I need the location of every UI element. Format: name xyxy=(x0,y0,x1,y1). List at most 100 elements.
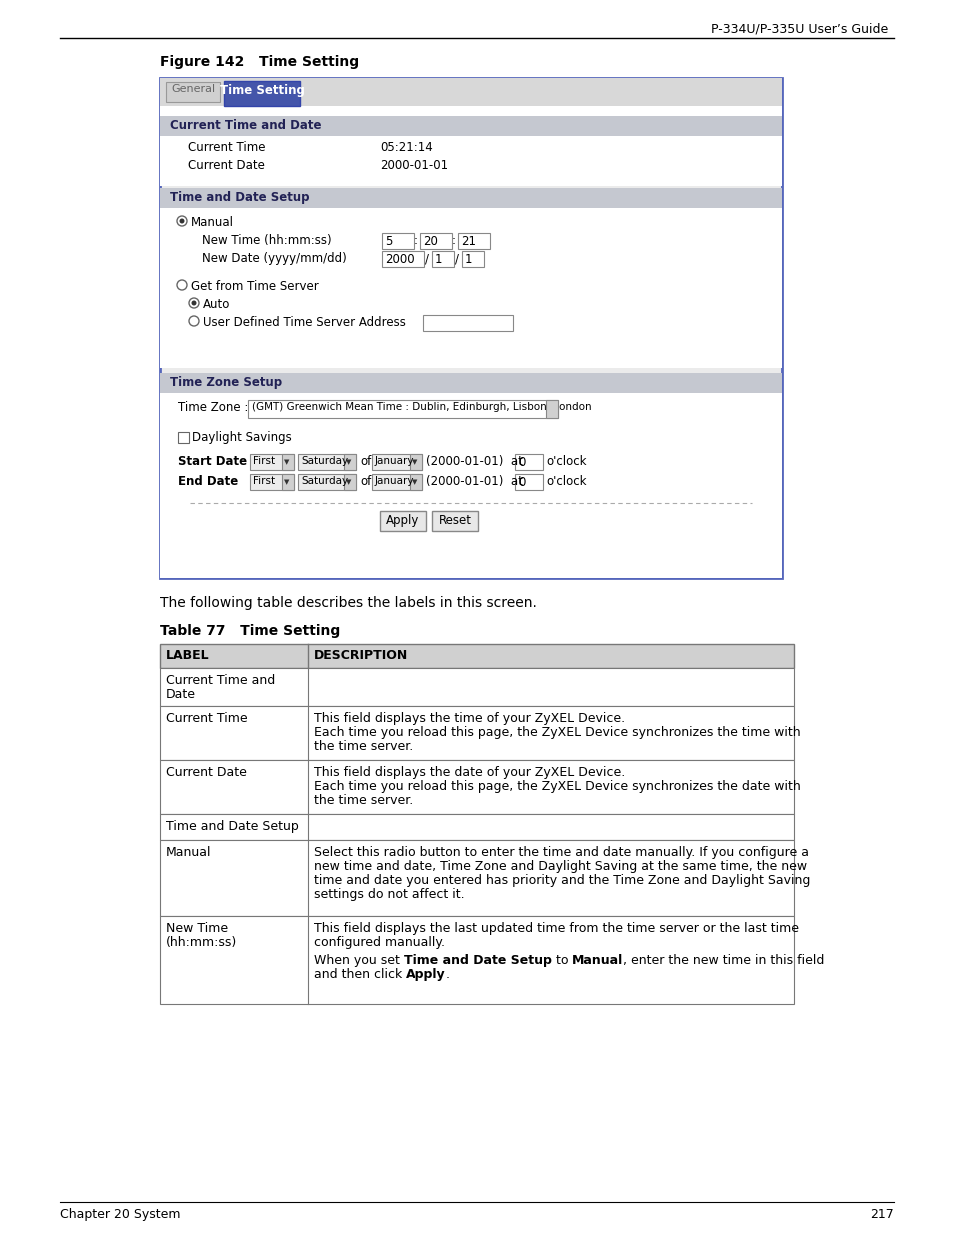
Text: (GMT) Greenwich Mean Time : Dublin, Edinburgh, Lisbon, London: (GMT) Greenwich Mean Time : Dublin, Edin… xyxy=(252,403,591,412)
Text: User Defined Time Server Address: User Defined Time Server Address xyxy=(203,316,405,329)
Bar xyxy=(419,233,452,249)
Text: ▼: ▼ xyxy=(548,405,555,414)
Text: Auto: Auto xyxy=(203,298,230,311)
Circle shape xyxy=(189,298,199,308)
Bar xyxy=(160,136,781,186)
Text: Apply: Apply xyxy=(406,968,445,981)
Text: ▼: ▼ xyxy=(284,479,290,485)
Bar xyxy=(160,78,781,578)
Bar xyxy=(372,454,421,471)
Text: of: of xyxy=(359,454,371,468)
Text: 0: 0 xyxy=(517,456,525,469)
Text: New Time (hh:mm:ss): New Time (hh:mm:ss) xyxy=(202,233,332,247)
Bar xyxy=(344,454,355,471)
Circle shape xyxy=(177,216,187,226)
Text: When you set: When you set xyxy=(314,953,403,967)
Text: Select this radio button to enter the time and date manually. If you configure a: Select this radio button to enter the ti… xyxy=(314,846,808,860)
Bar xyxy=(160,916,793,1004)
Text: Current Date: Current Date xyxy=(166,766,247,779)
Bar xyxy=(160,840,793,916)
Text: settings do not affect it.: settings do not affect it. xyxy=(314,888,464,902)
Text: Chapter 20 System: Chapter 20 System xyxy=(60,1208,180,1221)
Text: o'clock: o'clock xyxy=(545,475,586,488)
Text: Manual: Manual xyxy=(191,216,233,228)
Bar xyxy=(160,760,793,814)
Bar xyxy=(166,82,220,103)
Text: January: January xyxy=(375,475,414,487)
Text: Current Time: Current Time xyxy=(188,141,265,154)
Text: Saturday: Saturday xyxy=(301,456,348,466)
Bar xyxy=(160,188,781,207)
Text: Time Zone :: Time Zone : xyxy=(178,401,248,414)
Circle shape xyxy=(179,219,184,224)
Text: ▼: ▼ xyxy=(412,459,417,466)
Bar xyxy=(160,643,793,668)
Text: the time server.: the time server. xyxy=(314,740,413,753)
Text: LABEL: LABEL xyxy=(166,650,210,662)
Text: 20: 20 xyxy=(422,235,437,248)
Bar xyxy=(457,233,490,249)
Bar xyxy=(432,251,454,267)
Text: to: to xyxy=(551,953,572,967)
Bar xyxy=(160,373,781,393)
Text: Get from Time Server: Get from Time Server xyxy=(191,280,318,293)
Text: 1: 1 xyxy=(464,253,472,266)
Bar xyxy=(250,474,294,490)
Bar xyxy=(160,78,781,106)
Text: ▼: ▼ xyxy=(284,459,290,466)
Bar xyxy=(178,432,189,443)
Text: Manual: Manual xyxy=(166,846,212,860)
Bar xyxy=(282,454,294,471)
Bar xyxy=(160,207,781,368)
Bar xyxy=(297,454,355,471)
Text: /: / xyxy=(424,252,429,266)
Text: End Date: End Date xyxy=(178,475,238,488)
Text: 0: 0 xyxy=(517,475,525,489)
Text: General: General xyxy=(171,84,214,94)
Text: Time Setting: Time Setting xyxy=(219,84,304,98)
Text: Daylight Savings: Daylight Savings xyxy=(192,431,292,445)
Text: The following table describes the labels in this screen.: The following table describes the labels… xyxy=(160,597,537,610)
Bar xyxy=(410,474,421,490)
Text: /: / xyxy=(455,252,458,266)
Text: This field displays the last updated time from the time server or the last time: This field displays the last updated tim… xyxy=(314,923,799,935)
Bar xyxy=(160,116,781,136)
Text: time and date you entered has priority and the Time Zone and Daylight Saving: time and date you entered has priority a… xyxy=(314,874,809,887)
Text: Start Date: Start Date xyxy=(178,454,247,468)
Bar xyxy=(160,814,793,840)
Text: January: January xyxy=(375,456,414,466)
Text: First: First xyxy=(253,456,274,466)
Text: (2000-01-01)  at: (2000-01-01) at xyxy=(426,454,522,468)
Bar xyxy=(410,454,421,471)
Bar xyxy=(372,474,421,490)
Bar xyxy=(160,393,781,578)
Bar xyxy=(381,233,414,249)
Text: :: : xyxy=(452,233,456,247)
Bar xyxy=(515,454,542,471)
Text: Table 77   Time Setting: Table 77 Time Setting xyxy=(160,624,340,638)
Text: ▼: ▼ xyxy=(346,479,352,485)
Bar xyxy=(248,400,558,417)
Text: ▼: ▼ xyxy=(346,459,352,466)
Bar xyxy=(160,668,793,706)
Text: DESCRIPTION: DESCRIPTION xyxy=(314,650,408,662)
Bar xyxy=(344,474,355,490)
Text: Time Zone Setup: Time Zone Setup xyxy=(170,375,282,389)
Text: Current Time and: Current Time and xyxy=(166,674,275,687)
Circle shape xyxy=(192,300,196,305)
Text: ▼: ▼ xyxy=(412,479,417,485)
Text: Time and Date Setup: Time and Date Setup xyxy=(166,820,298,832)
Bar xyxy=(381,251,423,267)
Text: Manual: Manual xyxy=(572,953,623,967)
Text: Each time you reload this page, the ZyXEL Device synchronizes the date with: Each time you reload this page, the ZyXE… xyxy=(314,781,800,793)
Text: This field displays the time of your ZyXEL Device.: This field displays the time of your ZyX… xyxy=(314,713,624,725)
Text: (2000-01-01)  at: (2000-01-01) at xyxy=(426,475,522,488)
Text: First: First xyxy=(253,475,274,487)
Text: , enter the new time in this field: , enter the new time in this field xyxy=(623,953,824,967)
Text: Reset: Reset xyxy=(438,514,471,527)
Text: 2000-01-01: 2000-01-01 xyxy=(379,159,448,172)
Text: 21: 21 xyxy=(460,235,476,248)
Text: Time and Date Setup: Time and Date Setup xyxy=(170,191,309,204)
Bar xyxy=(515,474,542,490)
Text: Current Time and Date: Current Time and Date xyxy=(170,119,321,132)
